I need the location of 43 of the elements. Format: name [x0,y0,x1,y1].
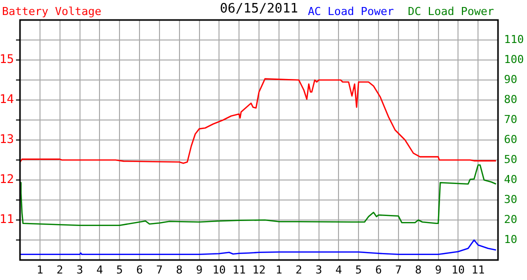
x-tick-label: 3 [76,263,84,276]
x-tick-label: 9 [196,263,203,276]
x-tick-label: 5 [116,263,123,276]
y-tick-label: 14 [0,92,14,106]
x-tick-label: 5 [355,263,362,276]
x-tick-label: 6 [136,263,143,276]
x-tick-label: 2 [56,263,64,276]
y-tick-label: 15 [0,52,14,66]
x-tick-label: 6 [375,263,382,276]
y2-tick-label: 30 [504,192,518,206]
y2-tick-label: 100 [504,52,524,66]
y2-tick-label: 70 [504,112,518,126]
y2-tick-label: 40 [504,172,518,186]
x-tick-label: 8 [176,263,183,276]
x-tick-label: 1 [276,263,282,276]
x-tick-label: 4 [335,263,342,276]
text: DC Load Power [408,4,494,18]
x-tick-label: 12 [252,263,266,276]
y2-tick-label: 50 [504,152,518,166]
x-tick-label: 11 [471,263,485,276]
chart-title: 06/15/2011 [220,1,298,16]
y2-tick-label: 80 [504,92,518,106]
y2-tick-label: 110 [504,32,524,46]
x-tick-label: 8 [415,263,422,276]
x-tick-label: 10 [212,263,226,276]
x-tick-label: 7 [395,263,402,276]
x-tick-label: 7 [156,263,163,276]
y2-tick-label: 20 [504,212,518,226]
x-tick-label: 3 [315,263,322,276]
y-tick-label: 11 [0,212,14,226]
x-tick-label: 2 [296,263,302,276]
y2-tick-label: 60 [504,132,518,146]
text: AC Load Power [308,4,394,18]
y-tick-label: 13 [0,132,14,146]
x-tick-label: 4 [96,263,104,276]
y-tick-label: 12 [0,172,14,186]
text: Battery Voltage [2,4,102,18]
y2-tick-label: 90 [504,72,518,86]
y2-tick-label: 10 [504,232,518,246]
x-tick-label: 9 [434,263,442,276]
x-tick-label: 11 [232,263,246,276]
x-tick-label: 1 [36,263,44,276]
x-tick-label: 10 [452,263,465,276]
